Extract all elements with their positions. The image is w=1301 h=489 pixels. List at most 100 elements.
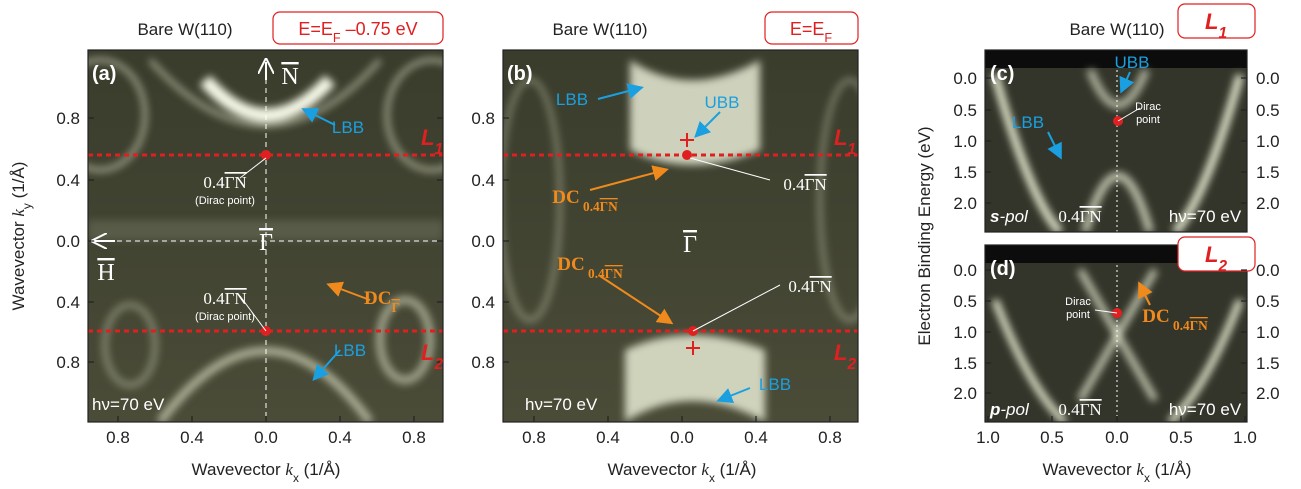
text-part: L [1205,242,1218,267]
annotation: p-pol [989,400,1030,419]
text-part: 1 [434,141,443,158]
text-part: L [421,340,434,365]
header: Bare W(110) [1069,20,1164,39]
annotation: L2 [834,340,856,373]
text-part: Dirac [1135,101,1161,113]
y-tick-label: 0.0 [471,232,495,251]
header: Bare W(110) [137,20,232,39]
panel-label: (c) [990,63,1014,85]
x-tick-label: 0.0 [254,428,278,447]
annotation: L2 [421,340,443,373]
text-part: point [1136,114,1160,126]
energy-label: E=EF –0.75 eV [298,19,417,45]
y-tick-label: 1.0 [953,323,977,342]
y-tick-label: 0.4 [471,293,495,312]
text-part: Wavevector [192,460,286,479]
x-tick-label: 0.5 [1169,428,1193,447]
text-part: L [421,125,434,150]
text-part: 0.4 [788,277,810,296]
text-part: 1 [1218,25,1227,42]
y-tick-label: 0.5 [1256,101,1280,120]
annotation: (Dirac point) [195,311,255,323]
text-part: (1/Å) [1150,460,1192,479]
annotation: hν=70 eV [1169,400,1242,419]
text-part: Wavevector [1043,460,1137,479]
annotation: L1 [421,125,443,158]
text-part: LBB [332,118,364,137]
y-tick-label: 1.5 [1256,163,1280,182]
panel-label: (b) [507,63,533,85]
text-part: hν=70 eV [92,395,165,414]
line-label: L1 [1205,9,1227,42]
annotation: 0.4ΓN [1058,207,1101,226]
text-part: x [709,471,715,485]
energy-label: E=EF [790,19,833,45]
y-tick-label: 0.4 [56,293,80,312]
panel-label: (d) [990,258,1016,280]
text-part: p [989,400,1000,419]
text-part: -pol [1000,400,1030,419]
text-part: 0.4 [1170,318,1190,333]
text-part: ΓN [600,199,618,214]
y-tick-label: 1.0 [1256,323,1280,342]
text-part: LBB [1012,113,1044,132]
annotation: DCΓ [364,288,400,315]
x-tick-label: 0.4 [328,428,352,447]
text-part: k [9,209,28,217]
y-tick-label: 0.0 [953,69,977,88]
text-part: Wavevector [608,460,702,479]
x-tick-label: 1.0 [976,428,1000,447]
annotation: LBB [1012,113,1044,132]
x-tick-label: 0.4 [180,428,204,447]
text-part: x [1144,471,1150,485]
y-tick-label: 0.8 [471,109,495,128]
header: Bare W(110) [552,20,647,39]
x-tick-label: 0.5 [1040,428,1064,447]
x-tick-label: 0.4 [744,428,768,447]
text-part: 0.4 [203,289,225,308]
annotation: Dirac [1135,101,1161,113]
x-axis-label: Wavevector kx (1/Å) [192,460,341,485]
x-tick-label: 0.8 [106,428,130,447]
text-part: k [1136,460,1144,479]
y-axis-label: Electron Binding Energy (eV) [915,126,934,345]
annotation: point [1136,114,1160,126]
text-part: 0.4 [203,173,225,192]
text-part: 0.4 [1058,207,1080,226]
text-part: Electron Binding Energy (eV) [915,126,934,345]
text-part: ΓN [805,175,827,194]
x-tick-label: 0.8 [402,428,426,447]
text-part: y [20,203,34,209]
annotation: Γ [259,230,273,256]
annotation: H [97,260,114,286]
y-tick-label: 1.0 [953,132,977,151]
annotation: Γ [683,232,697,258]
text-part: -pol [999,207,1029,226]
annotation: UBB [1115,53,1150,72]
text-part: DC [557,254,584,275]
y-tick-label: 0.0 [1256,69,1280,88]
text-part: hν=70 eV [1169,400,1242,419]
text-part: Γ [683,232,697,258]
text-part: ΓN [1080,400,1102,419]
text-part: ΓN [1080,207,1102,226]
text-part: ΓN [225,173,247,192]
text-part: E=E [298,19,333,39]
text-part: F [824,31,832,45]
annotation: point [1066,309,1090,321]
text-part: DC [1142,306,1169,327]
text-part: 2 [846,356,856,373]
text-part: x [293,471,299,485]
annotation: hν=70 eV [1169,207,1242,226]
x-tick-label: 0.4 [596,428,620,447]
annotation: 0.4ΓN [1058,400,1101,419]
text-part: –0.75 eV [341,19,418,39]
x-tick-label: 0.0 [1105,428,1129,447]
text-part: E=E [790,19,825,39]
panel-b-image [503,50,858,422]
annotation: 0.4ΓN [203,173,246,192]
text-part: H [97,260,114,286]
x-tick-label: 0.0 [670,428,694,447]
annotation: LBB [332,118,364,137]
text-part: 1 [847,141,856,158]
